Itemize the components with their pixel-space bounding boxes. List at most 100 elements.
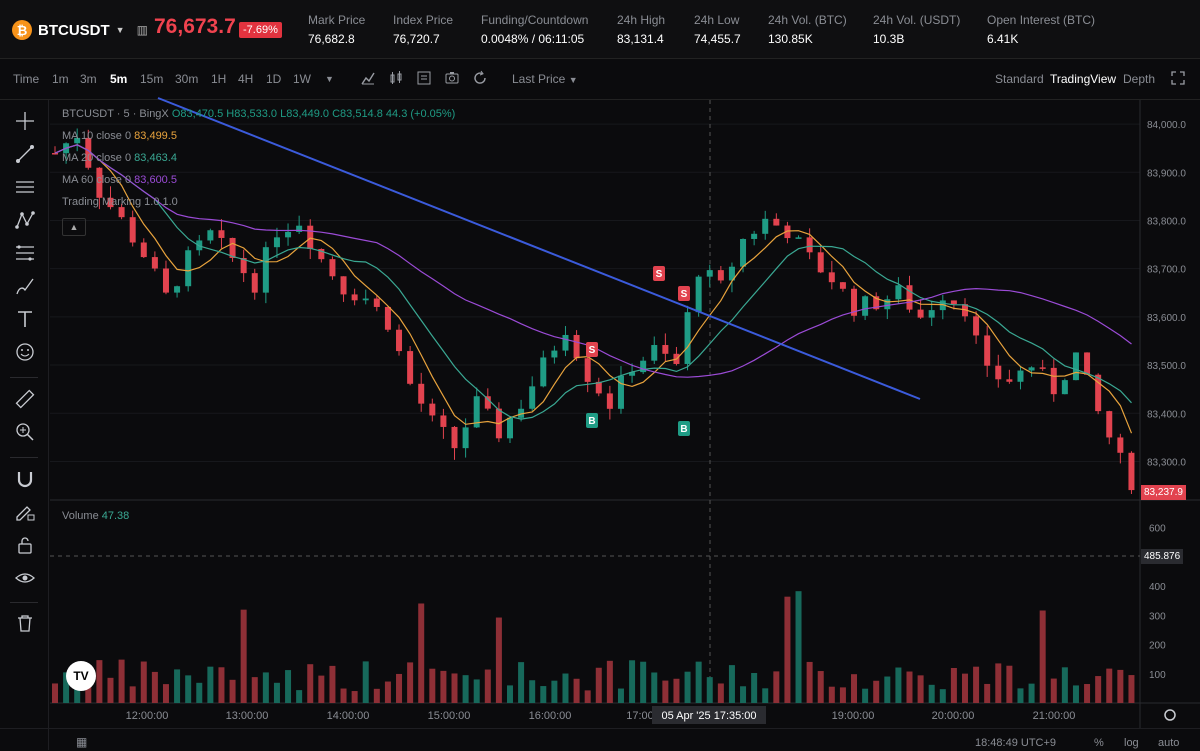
volume-bar [817, 671, 824, 703]
volume-bar [185, 675, 192, 703]
signal-label: B [588, 416, 595, 427]
candle-down [495, 408, 502, 439]
horizontal-lines-icon[interactable] [14, 176, 36, 198]
percent-toggle[interactable]: % [1094, 737, 1104, 749]
volume-bar [362, 661, 369, 703]
candle-up [1072, 352, 1079, 381]
info-book-icon[interactable]: ▥ [136, 23, 148, 37]
camera-icon[interactable] [444, 70, 460, 86]
interval-1w[interactable]: 1W [293, 72, 311, 86]
price-tick-label: 83,500.0 [1147, 361, 1186, 372]
volume-bar [851, 674, 858, 703]
candle-up [795, 237, 802, 239]
auto-toggle[interactable]: auto [1158, 737, 1180, 749]
candle-down [839, 282, 846, 289]
text-icon[interactable] [14, 308, 36, 330]
candle-down [917, 309, 924, 318]
pattern-icon[interactable] [14, 209, 36, 231]
volume-bar [606, 660, 613, 703]
zoom-in-icon[interactable] [14, 421, 36, 443]
candle-up [196, 240, 203, 251]
more-intervals-caret-icon[interactable]: ▼ [325, 74, 334, 84]
interval-15m[interactable]: 15m [140, 72, 164, 86]
candle-up [551, 350, 558, 358]
ruler-icon[interactable] [14, 388, 36, 410]
marking-label: Trading Marking [62, 196, 142, 208]
ticker-header: ₿ BTCUSDT ▼ ▥ 76,673.7 -7.69% Mark Price… [0, 0, 1200, 59]
stat-value: 74,455.7 [694, 32, 741, 46]
interval-3m[interactable]: 3m [80, 72, 97, 86]
eye-icon[interactable] [14, 567, 36, 589]
volume-bar [950, 668, 957, 703]
magnet-icon[interactable] [14, 468, 36, 490]
price-type-selector[interactable]: Last Price ▼ [512, 72, 578, 86]
pencil-lock-icon[interactable] [14, 501, 36, 523]
stat-24h-vol-usdt: 24h Vol. (USDT) 10.3B [873, 13, 960, 46]
time-tick-label: 17:00 [626, 710, 654, 722]
symbol-name: BTCUSDT [38, 21, 110, 39]
lock-icon[interactable] [14, 534, 36, 556]
candle-up [762, 218, 769, 234]
volume-bar [318, 675, 325, 703]
time-tick-label: 14:00:00 [327, 710, 370, 722]
collapse-legend-icon[interactable]: ▲ [62, 218, 86, 236]
candle-down [251, 273, 258, 293]
volume-crosshair-label: 485.876 [1141, 549, 1184, 564]
interval-5m[interactable]: 5m [110, 72, 128, 86]
candle-down [307, 225, 314, 249]
legend-ma10[interactable]: MA 10 close 0 83,499.5 [62, 130, 177, 142]
candle-up [629, 372, 636, 376]
view-standard[interactable]: Standard [995, 72, 1044, 86]
volume-bar [695, 661, 702, 703]
legend-ma20[interactable]: MA 20 close 0 83,463.4 [62, 152, 177, 164]
stat-value: 10.3B [873, 32, 905, 46]
view-depth[interactable]: Depth [1123, 72, 1156, 86]
interval-4h[interactable]: 4H [238, 72, 254, 86]
candle-down [573, 334, 580, 359]
interval-time[interactable]: Time [13, 72, 40, 86]
candle-down [995, 365, 1002, 380]
volume-label: Volume [62, 510, 99, 522]
legend-marking[interactable]: Trading Marking 1.0 1.0 [62, 196, 178, 208]
volume-bar [995, 663, 1002, 703]
refresh-icon[interactable] [472, 70, 488, 86]
volume-bar [917, 675, 924, 703]
trend-line-icon[interactable] [14, 143, 36, 165]
legend-ma60[interactable]: MA 60 close 0 83,600.5 [62, 174, 177, 186]
interval-30m[interactable]: 30m [175, 72, 199, 86]
emoji-icon[interactable] [14, 341, 36, 363]
trash-icon[interactable] [14, 612, 36, 634]
candle-down [1039, 367, 1046, 369]
caret-down-icon[interactable]: ▼ [115, 25, 125, 35]
log-toggle[interactable]: log [1124, 737, 1139, 749]
candle-type-icon[interactable] [388, 70, 404, 86]
volume-bar [640, 661, 647, 703]
candle-down [817, 252, 824, 273]
calendar-icon[interactable]: ▦ [76, 735, 88, 749]
volume-bar [839, 687, 846, 703]
candle-down [873, 296, 880, 310]
fib-icon[interactable] [14, 242, 36, 264]
stat-index-price: Index Price 76,720.7 [393, 13, 453, 46]
view-tradingview[interactable]: TradingView [1050, 72, 1117, 86]
volume-bar [906, 671, 913, 703]
interval-1h[interactable]: 1H [211, 72, 227, 86]
crosshair-icon[interactable] [14, 110, 36, 132]
trend-line [157, 97, 921, 400]
template-icon[interactable] [416, 70, 432, 86]
toolbar-divider [10, 377, 38, 378]
candle-down [1128, 452, 1135, 491]
symbol-selector[interactable]: ₿ BTCUSDT ▼ ▥ [12, 20, 148, 40]
expand-icon[interactable] [1170, 70, 1186, 86]
volume-bar [329, 665, 336, 703]
volume-bar [873, 680, 880, 703]
brush-icon[interactable] [14, 275, 36, 297]
price-tick-label: 83,400.0 [1147, 409, 1186, 420]
interval-1m[interactable]: 1m [52, 72, 69, 86]
current-price-label: 83,237.9 [1141, 485, 1186, 500]
time-tick-label: 16:00:00 [529, 710, 572, 722]
tradingview-logo[interactable]: TV [66, 661, 96, 691]
indicators-icon[interactable] [360, 70, 376, 86]
candle-up [928, 310, 935, 318]
interval-1d[interactable]: 1D [266, 72, 282, 86]
